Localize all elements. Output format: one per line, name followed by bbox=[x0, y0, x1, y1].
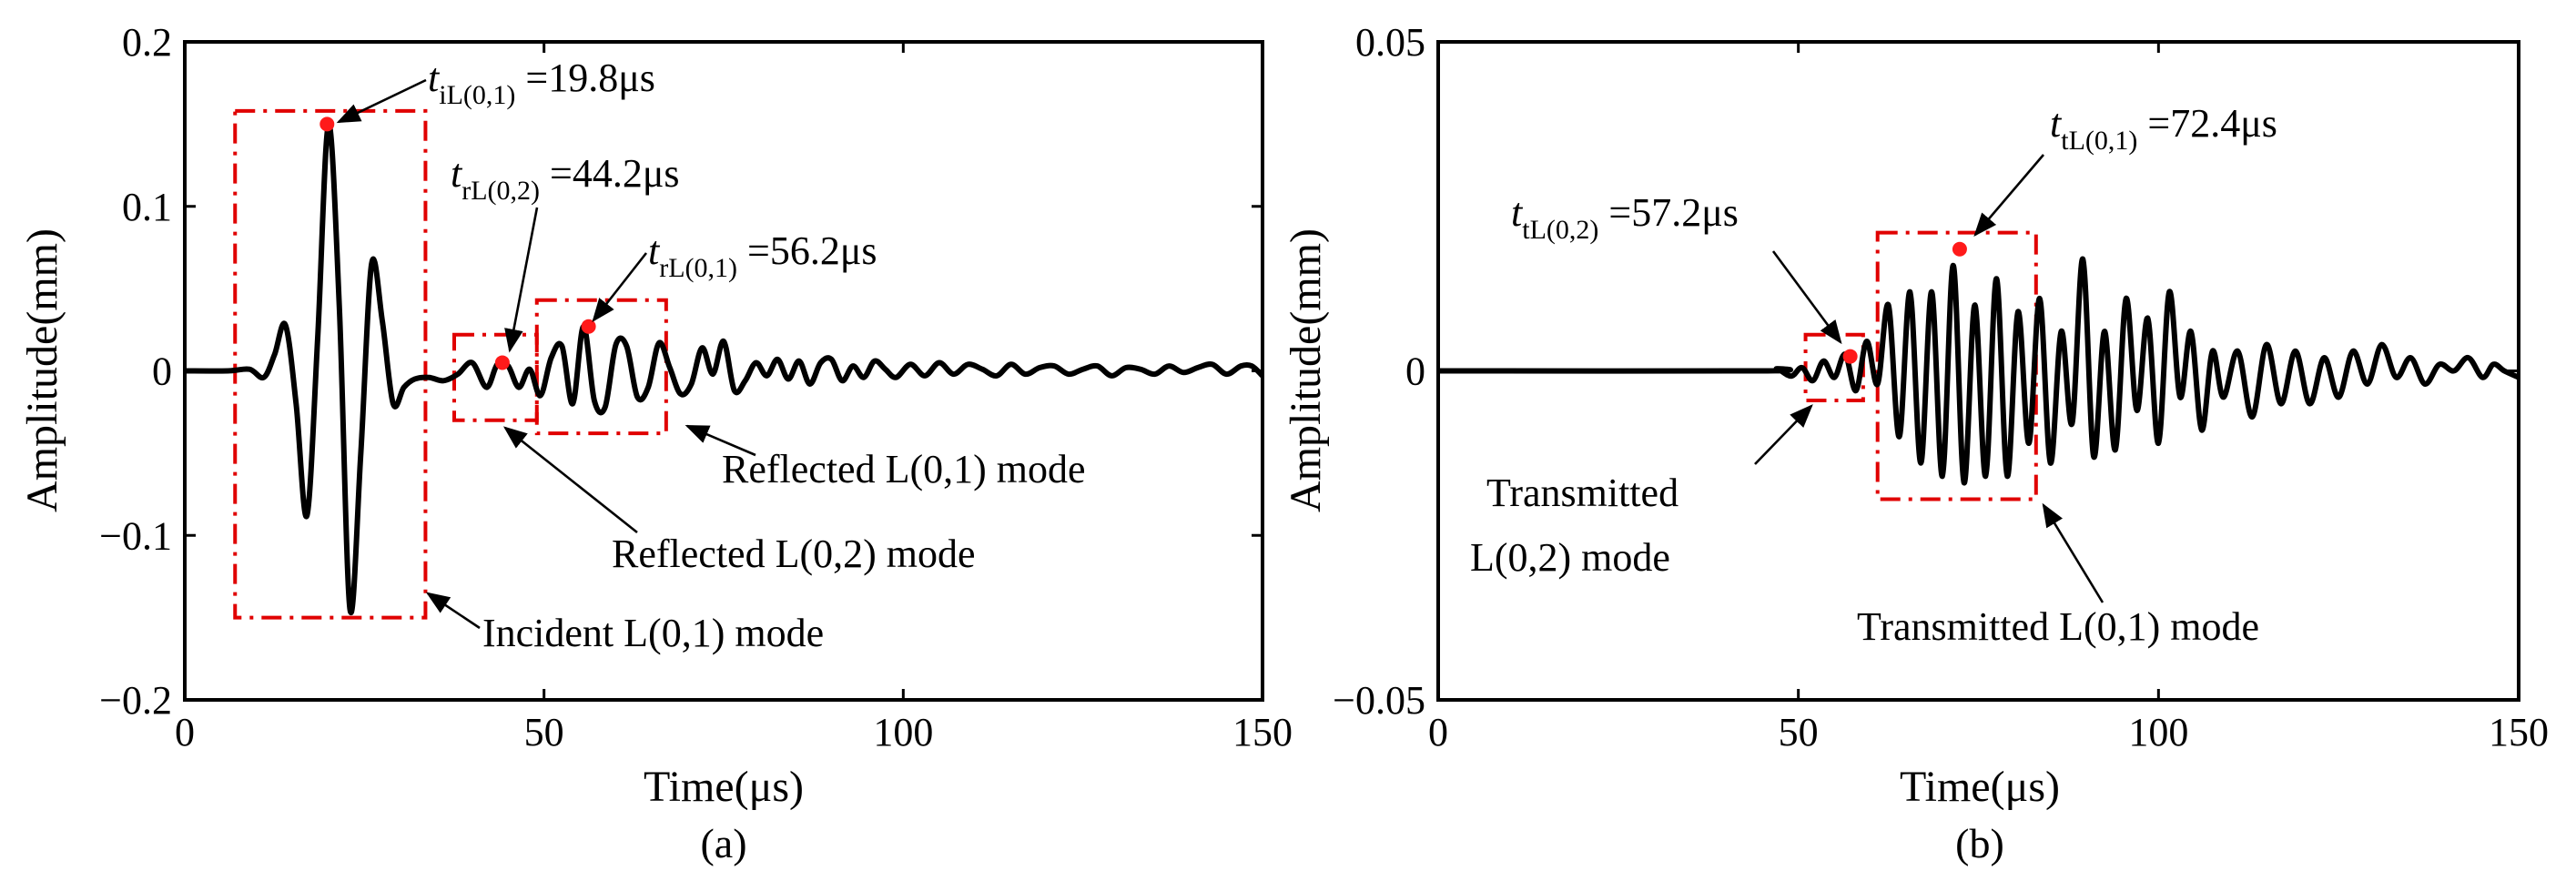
annotation-symbol: t bbox=[648, 228, 661, 273]
arrow-incident-time bbox=[336, 78, 427, 124]
arrow-transmitted-l02-mode bbox=[1754, 404, 1813, 465]
data-point-marker bbox=[581, 319, 596, 334]
highlight-box bbox=[233, 108, 428, 620]
panel-b-x-axis-label: Time(μs) bbox=[1900, 763, 2060, 811]
panel-b-y-axis-label: Amplitude(mm) bbox=[1282, 228, 1330, 512]
panel-b-annotation-transmitted-l02-mode-line1: Transmitted bbox=[1486, 471, 1678, 515]
x-tick-label: 100 bbox=[2128, 710, 2188, 754]
annotation-symbol: t bbox=[1511, 190, 1524, 235]
annotation-subscript: rL(0,2) bbox=[461, 176, 540, 206]
highlight-box bbox=[534, 298, 668, 436]
panel-b-label: (b) bbox=[1955, 820, 2004, 866]
annotation-value: =19.8μs bbox=[515, 56, 655, 100]
arrow-reflected-l01-mode bbox=[685, 424, 756, 457]
data-point-marker bbox=[1952, 241, 1967, 257]
x-tick-label: 150 bbox=[2489, 710, 2549, 754]
annotation-subscript: iL(0,1) bbox=[439, 80, 515, 110]
panel-a-annotation-incident-l01-mode: Incident L(0,1) mode bbox=[482, 611, 824, 655]
annotation-subscript: rL(0,1) bbox=[659, 253, 737, 283]
panel-a-highlight-boxes bbox=[233, 108, 668, 620]
x-tick-label: 100 bbox=[873, 710, 933, 754]
arrow-reflected-l02-time bbox=[504, 207, 539, 353]
y-tick-label: −0.2 bbox=[99, 678, 172, 723]
panel-a-y-tick-labels: 0.2 0.1 0 −0.1 −0.2 bbox=[99, 20, 172, 723]
y-tick-label: 0.1 bbox=[122, 185, 172, 229]
y-tick-label: 0 bbox=[1405, 349, 1425, 394]
x-tick-label: 0 bbox=[175, 710, 195, 754]
annotation-symbol: t bbox=[2050, 101, 2063, 146]
x-tick-label: 50 bbox=[1779, 710, 1819, 754]
panel-a-x-axis-label: Time(μs) bbox=[644, 763, 804, 811]
annotation-symbol: t bbox=[451, 151, 463, 196]
panel-a-series-line bbox=[184, 121, 1265, 615]
panel-b-series-line bbox=[1437, 256, 2520, 486]
x-tick-label: 50 bbox=[524, 710, 564, 754]
annotation-value: =44.2μs bbox=[540, 151, 680, 196]
y-tick-label: −0.05 bbox=[1333, 678, 1425, 723]
panel-a-chart: 0.20.10−0.1−0.2 0 50 100 150 Amplitude(mm) … bbox=[18, 20, 1293, 866]
panel-b-annotation-t-transmitted-l01: ttL(0,1) =72.4μs bbox=[2050, 101, 2277, 156]
arrow-transmitted-l01-mode bbox=[2042, 502, 2104, 603]
panel-a-x-tick-labels: 0 50 100 150 bbox=[175, 710, 1293, 754]
panel-b-annotation-transmitted-l02-mode-line2: L(0,2) mode bbox=[1470, 535, 1670, 580]
panel-b-markers bbox=[1842, 241, 1967, 364]
annotation-value: =57.2μs bbox=[1598, 190, 1739, 235]
data-point-marker bbox=[319, 116, 335, 132]
panel-a-annotation-t-incident: tiL(0,1) =19.8μs bbox=[428, 56, 655, 110]
y-tick-label: 0.2 bbox=[122, 20, 172, 65]
data-point-marker bbox=[1842, 349, 1858, 364]
y-tick-label: −0.1 bbox=[99, 513, 172, 558]
annotation-subscript: tL(0,1) bbox=[2061, 126, 2137, 156]
arrow-transmitted-l01-time bbox=[1973, 154, 2044, 237]
panel-b-annotation-arrows bbox=[1754, 154, 2104, 603]
arrow-reflected-l02-mode bbox=[502, 426, 638, 534]
arrow-transmitted-l02-time bbox=[1771, 250, 1842, 345]
panel-a-annotation-t-reflected-l02: trL(0,2) =44.2μs bbox=[451, 151, 680, 206]
panel-b-annotation-transmitted-l01-mode: Transmitted L(0,1) mode bbox=[1857, 604, 2259, 649]
panel-b-annotation-t-transmitted-l02: ttL(0,2) =57.2μs bbox=[1511, 190, 1739, 245]
panel-a-annotation-t-reflected-l01: trL(0,1) =56.2μs bbox=[648, 228, 877, 283]
panel-b-y-tick-labels: 0.05 0 −0.05 bbox=[1333, 20, 1425, 723]
panel-a-annotation-reflected-l02-mode: Reflected L(0,2) mode bbox=[612, 532, 976, 576]
arrow-reflected-l01-time bbox=[592, 252, 648, 323]
panel-b-x-tick-labels: 0 50 100 150 bbox=[1428, 710, 2549, 754]
panel-a-ticks bbox=[183, 40, 1264, 702]
panel-b-chart: 0.050−0.05 0 50 100 150 Amplitude(mm) Time(… bbox=[1282, 20, 2549, 866]
annotation-symbol: t bbox=[428, 56, 441, 100]
panel-a-y-axis-label: Amplitude(mm) bbox=[18, 228, 66, 512]
annotation-subscript: tL(0,2) bbox=[1522, 215, 1598, 245]
annotation-value: =56.2μs bbox=[737, 228, 877, 273]
x-tick-label: 0 bbox=[1428, 710, 1448, 754]
y-tick-label: 0.05 bbox=[1355, 20, 1425, 65]
y-tick-label: 0 bbox=[152, 349, 172, 394]
annotation-value: =72.4μs bbox=[2137, 101, 2277, 146]
data-point-marker bbox=[494, 355, 510, 370]
panel-a-annotation-arrows bbox=[336, 78, 756, 630]
panel-a-annotation-reflected-l01-mode: Reflected L(0,1) mode bbox=[722, 447, 1086, 491]
panel-a-markers bbox=[319, 116, 596, 370]
panel-a-label: (a) bbox=[700, 820, 746, 866]
arrow-incident-mode bbox=[425, 592, 481, 630]
x-tick-label: 150 bbox=[1232, 710, 1293, 754]
